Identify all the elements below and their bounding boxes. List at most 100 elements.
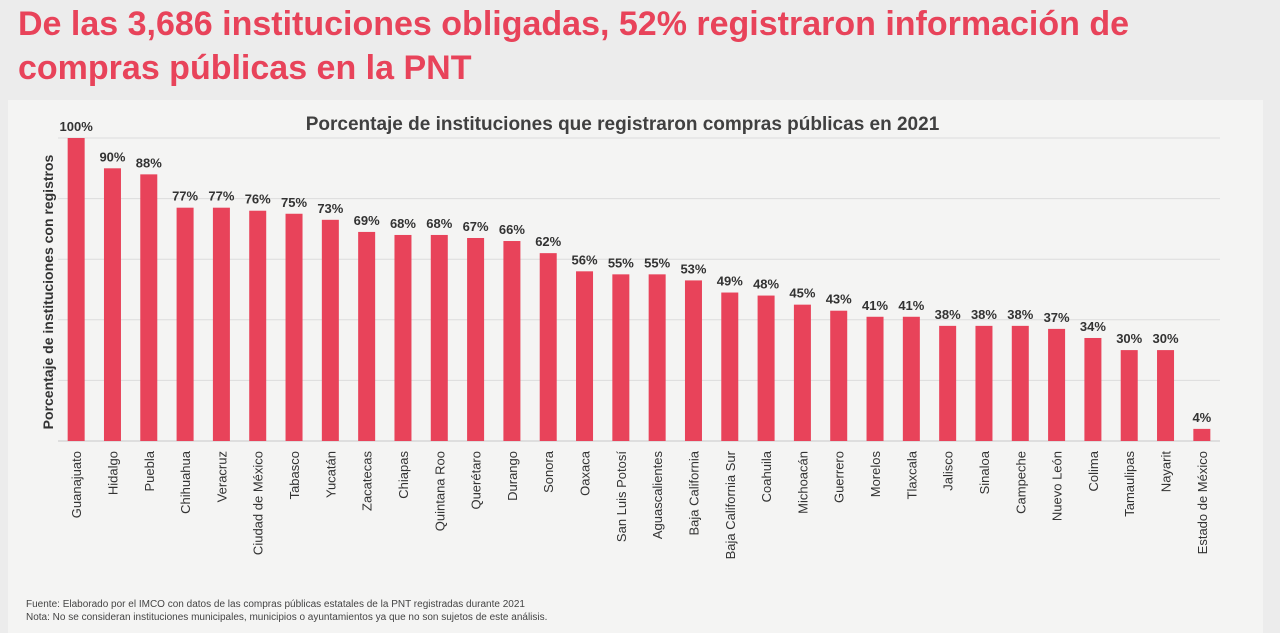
x-tick-label: Zacatecas — [360, 451, 375, 511]
data-label: 37% — [1044, 310, 1070, 325]
data-label: 73% — [317, 201, 343, 216]
data-label: 55% — [644, 255, 670, 270]
x-tick-label: Baja California — [686, 450, 701, 535]
data-label: 30% — [1153, 331, 1179, 346]
data-label: 45% — [789, 286, 815, 301]
x-tick-label: Yucatán — [323, 451, 338, 498]
x-tick-label: Morelos — [868, 451, 883, 498]
data-label: 38% — [1007, 307, 1033, 322]
x-tick-label: Nayarit — [1159, 451, 1174, 493]
data-label: 66% — [499, 222, 525, 237]
bar — [285, 213, 303, 441]
bar — [902, 316, 920, 441]
x-tick-label: Hidalgo — [105, 451, 120, 495]
data-label: 55% — [608, 255, 634, 270]
data-label: 49% — [717, 274, 743, 289]
bar — [430, 234, 448, 441]
bar — [939, 325, 957, 441]
bar — [176, 207, 194, 441]
data-label: 75% — [281, 195, 307, 210]
x-tick-label: Michoacán — [795, 451, 810, 514]
x-tick-label: Tabasco — [287, 451, 302, 499]
x-tick-label: Quintana Roo — [432, 451, 447, 531]
data-label: 100% — [60, 119, 94, 134]
data-label: 30% — [1116, 331, 1142, 346]
x-tick-label: Baja California Sur — [723, 450, 738, 559]
x-tick-label: Guerrero — [832, 451, 847, 503]
bar — [1193, 428, 1211, 441]
footnote: Nota: No se consideran instituciones mun… — [26, 612, 548, 623]
x-tick-label: Tlaxcala — [904, 450, 919, 499]
x-tick-label: Coahuila — [759, 450, 774, 502]
bar — [1048, 328, 1066, 441]
x-tick-label: San Luis Potosí — [614, 451, 629, 542]
x-tick-label: Chiapas — [396, 451, 411, 499]
data-label: 69% — [354, 213, 380, 228]
bar — [1120, 350, 1138, 441]
data-label: 41% — [862, 298, 888, 313]
x-tick-label: Colima — [1086, 450, 1101, 491]
bar — [648, 274, 666, 441]
bar — [866, 316, 884, 441]
data-label: 43% — [826, 292, 852, 307]
headline: De las 3,686 instituciones obligadas, 52… — [18, 5, 1130, 87]
bar — [103, 168, 121, 442]
data-label: 67% — [463, 219, 489, 234]
x-tick-label: Sinaloa — [977, 450, 992, 494]
bar — [576, 271, 594, 441]
bar — [975, 325, 993, 441]
data-label: 53% — [680, 261, 706, 276]
bar — [757, 295, 775, 441]
x-tick-label: Guanajuato — [69, 451, 84, 518]
x-tick-label: Jalisco — [941, 451, 956, 491]
bar — [321, 219, 339, 441]
data-label: 48% — [753, 277, 779, 292]
data-label: 68% — [390, 216, 416, 231]
data-label: 56% — [572, 252, 598, 267]
data-label: 62% — [535, 234, 561, 249]
source-note: Fuente: Elaborado por el IMCO con datos … — [26, 599, 525, 610]
bar — [503, 241, 521, 441]
data-label: 77% — [208, 189, 234, 204]
x-tick-label: Puebla — [142, 450, 157, 491]
data-label: 88% — [136, 155, 162, 170]
bar — [793, 304, 811, 441]
x-tick-label: Campeche — [1013, 451, 1028, 514]
x-tick-label: Ciudad de México — [251, 451, 266, 555]
data-label: 4% — [1192, 410, 1211, 425]
bar — [1011, 325, 1029, 441]
x-tick-label: Chihuahua — [178, 450, 193, 514]
bar — [684, 280, 702, 441]
data-label: 41% — [898, 298, 924, 313]
bar — [1084, 337, 1102, 441]
bar — [212, 207, 230, 441]
x-tick-label: Nuevo León — [1050, 451, 1065, 521]
bar — [394, 234, 412, 441]
data-label: 38% — [971, 307, 997, 322]
bar — [249, 210, 267, 441]
bar — [1157, 350, 1175, 441]
x-tick-label: Veracruz — [214, 451, 229, 502]
x-tick-label: Durango — [505, 451, 520, 501]
bar — [830, 310, 848, 441]
bar — [467, 237, 485, 441]
x-tick-label: Sonora — [541, 450, 556, 493]
x-tick-label: Querétaro — [469, 451, 484, 510]
data-label: 77% — [172, 189, 198, 204]
x-tick-label: Oaxaca — [578, 450, 593, 496]
data-label: 76% — [245, 192, 271, 207]
data-label: 90% — [99, 149, 125, 164]
x-tick-label: Aguascalientes — [650, 451, 665, 540]
bar — [612, 274, 630, 441]
x-tick-label: Estado de México — [1195, 451, 1210, 554]
x-tick-label: Tamaulipas — [1122, 451, 1137, 517]
data-label: 38% — [935, 307, 961, 322]
bar — [539, 253, 557, 441]
bar — [67, 138, 85, 441]
chart-title: Porcentaje de instituciones que registra… — [305, 114, 940, 135]
bar — [358, 231, 376, 441]
bar — [140, 174, 158, 442]
bar — [721, 292, 739, 441]
data-label: 68% — [426, 216, 452, 231]
